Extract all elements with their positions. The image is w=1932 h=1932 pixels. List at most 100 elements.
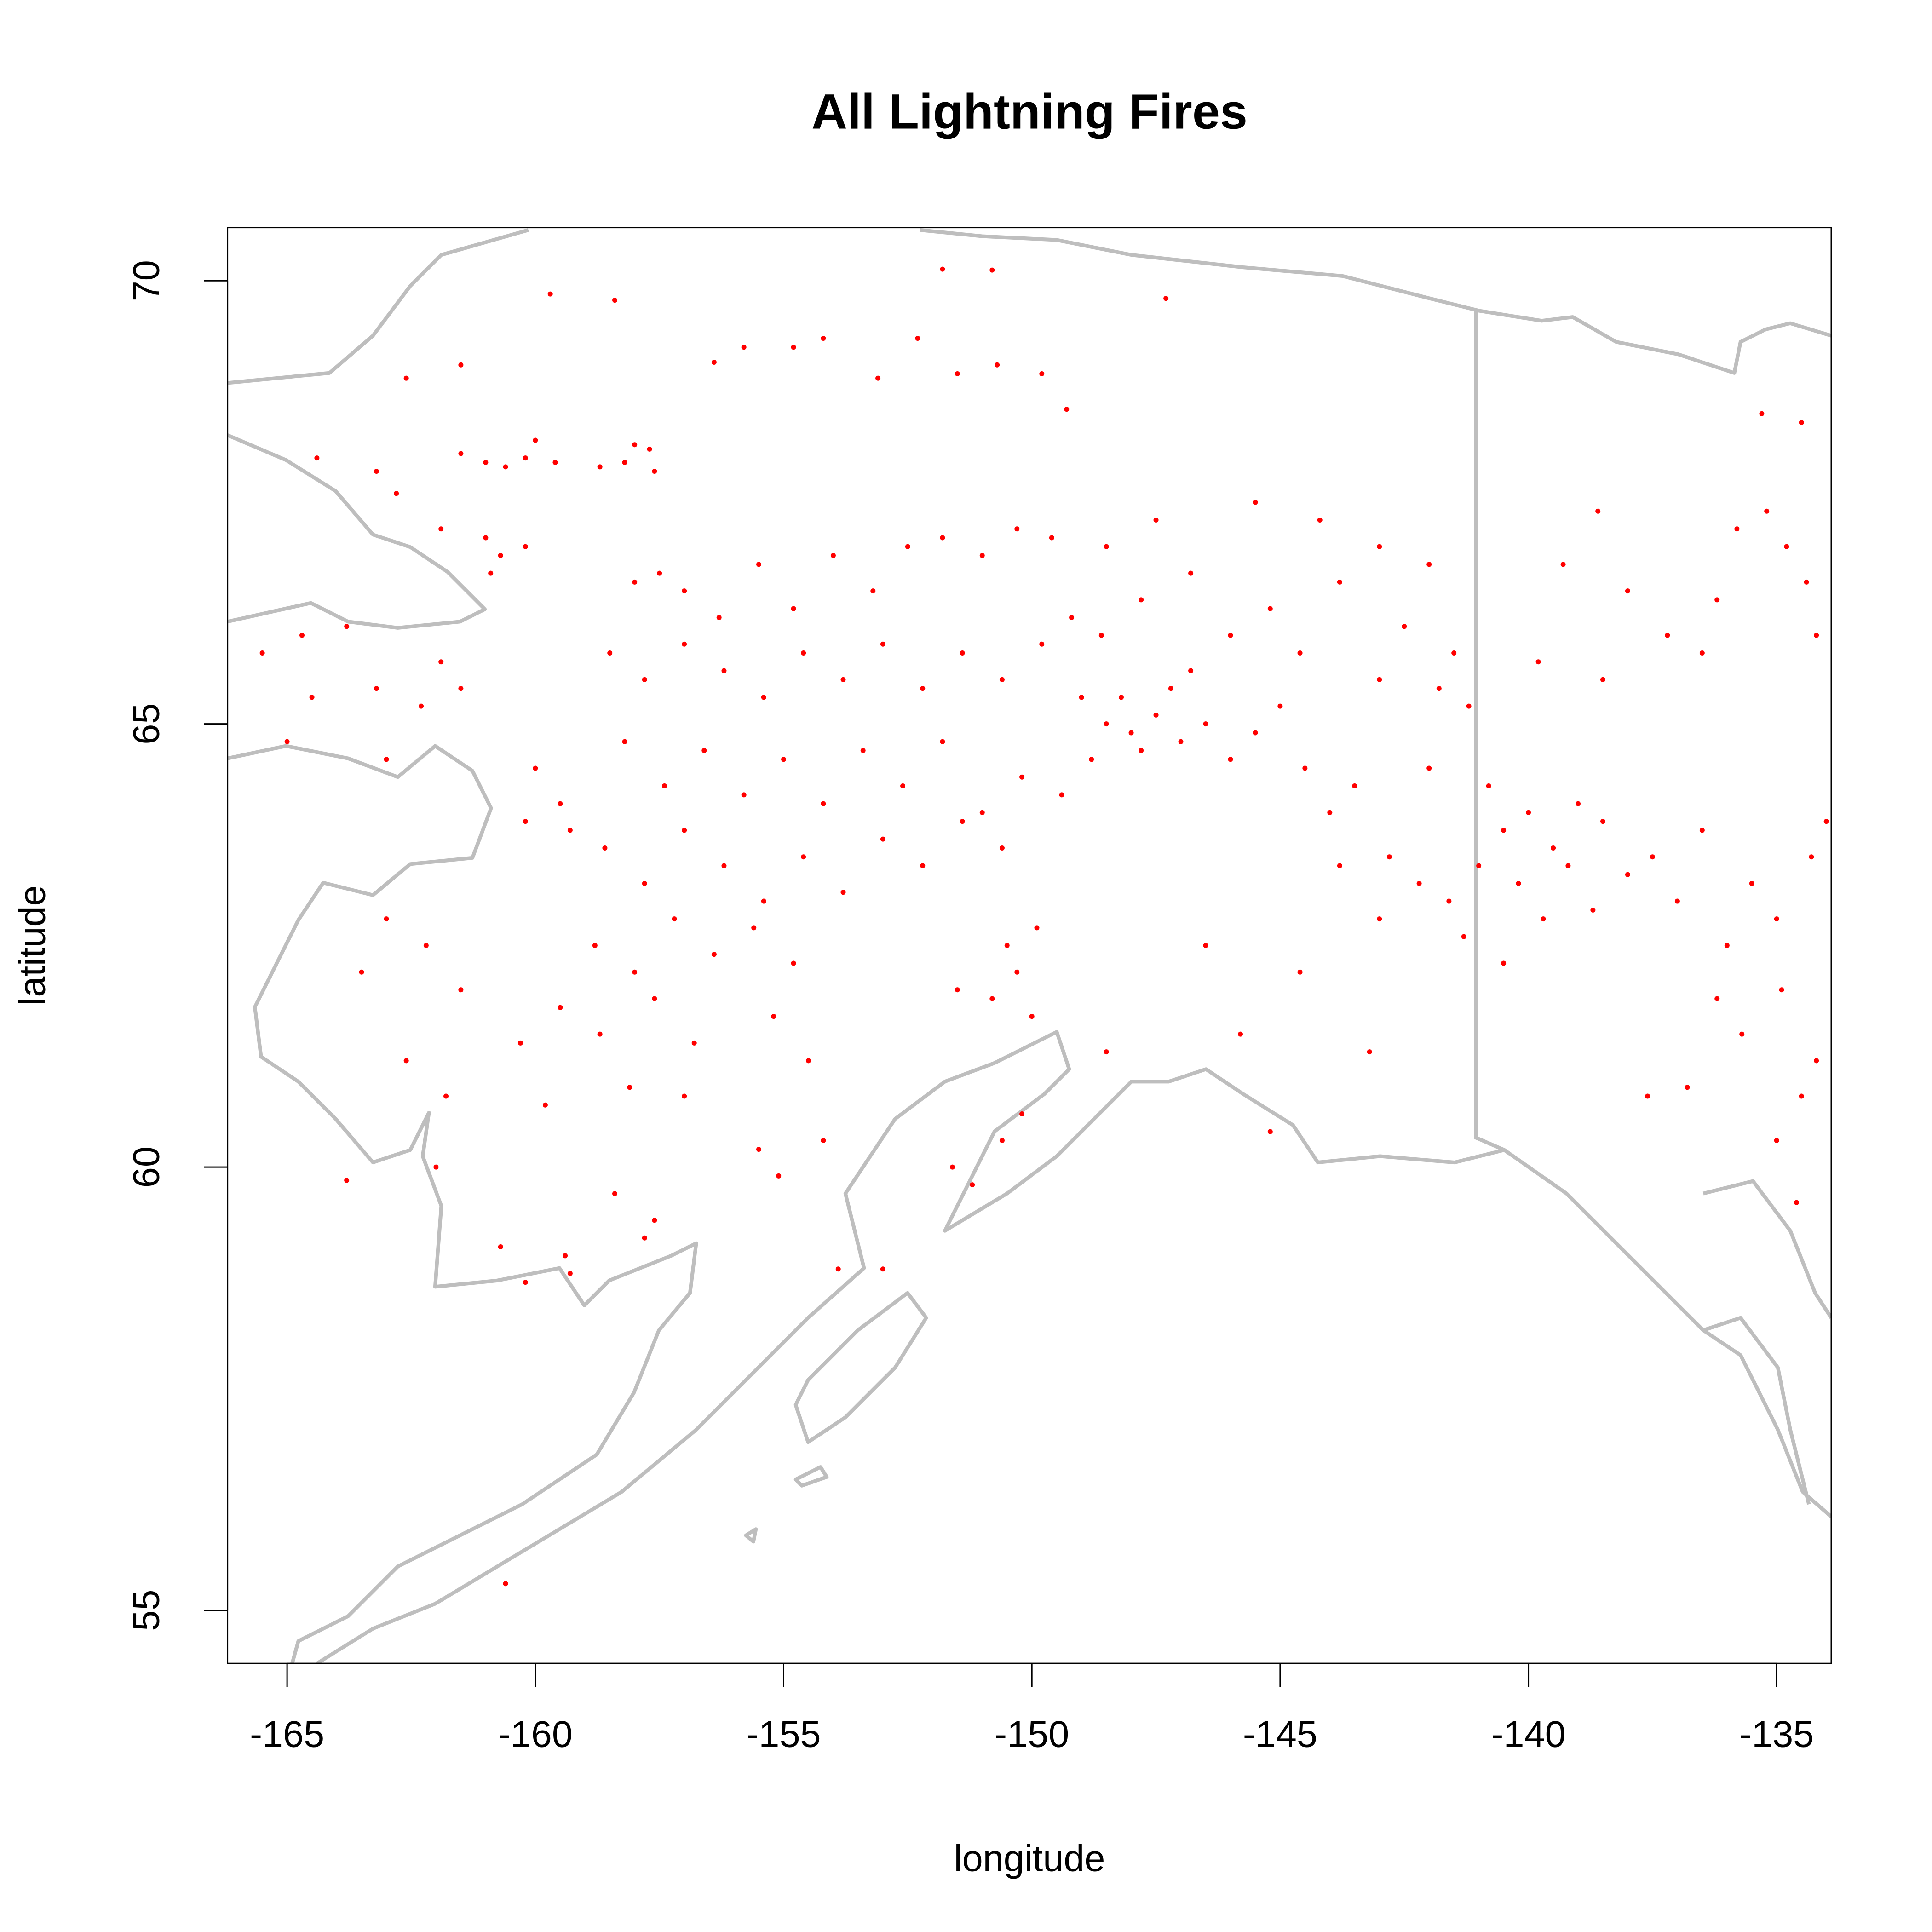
fire-point (1535, 659, 1541, 665)
fire-point (314, 455, 320, 461)
fire-point (622, 460, 627, 465)
fire-point (374, 686, 379, 691)
fire-point (1436, 686, 1442, 691)
fire-point (1168, 686, 1173, 691)
fire-point (791, 606, 796, 611)
fire-point (1163, 296, 1169, 301)
chart-title: All Lightning Fires (811, 84, 1248, 139)
fire-point (979, 810, 985, 815)
fire-point (523, 544, 528, 549)
fire-point (612, 1191, 618, 1196)
fire-point (960, 819, 965, 824)
plot-frame (227, 227, 1832, 1664)
fire-point (1526, 810, 1531, 815)
fire-point (835, 1266, 841, 1272)
fire-point (821, 1138, 826, 1143)
fire-point (1029, 1014, 1035, 1019)
fire-point (1059, 792, 1064, 798)
fire-point (1759, 411, 1765, 416)
fire-point (1014, 969, 1020, 975)
fire-point (840, 890, 846, 895)
fire-point (344, 1178, 350, 1183)
fire-point (652, 1218, 657, 1223)
fire-point (661, 783, 667, 789)
fire-point (1253, 730, 1258, 736)
fire-point (1699, 650, 1705, 656)
fire-point (309, 695, 315, 700)
fire-point (1809, 854, 1814, 860)
fire-point (1138, 597, 1144, 603)
x-tick-label: -160 (498, 1714, 573, 1755)
fire-point (682, 641, 687, 647)
fire-point (438, 526, 444, 532)
fire-point (423, 943, 429, 948)
fire-point (1426, 562, 1432, 567)
fire-point (1595, 508, 1601, 514)
fire-point (1685, 1085, 1690, 1090)
fire-point (1337, 863, 1342, 868)
fire-point (1650, 854, 1655, 860)
fire-point (1188, 570, 1194, 576)
fire-point (949, 1164, 955, 1170)
fire-point (1576, 801, 1581, 806)
fire-point (1600, 677, 1605, 682)
fire-point (989, 996, 995, 1001)
fire-point (567, 828, 573, 833)
fire-point (567, 1271, 573, 1276)
fire-point (860, 748, 866, 753)
fire-point (1645, 1093, 1650, 1099)
fire-point (1337, 579, 1342, 585)
fire-point (1451, 650, 1457, 656)
fire-point (1426, 765, 1432, 771)
fire-point (1367, 1049, 1372, 1055)
fire-point (761, 898, 766, 904)
fire-point (498, 1244, 503, 1250)
fire-point (771, 1014, 776, 1019)
fire-point (1104, 721, 1109, 727)
fire-point (880, 641, 886, 647)
fire-point (1302, 765, 1308, 771)
fire-point (1014, 526, 1020, 532)
fire-point (533, 437, 538, 443)
fire-point (1749, 881, 1754, 886)
fire-point (592, 943, 598, 948)
fire-point (1714, 597, 1720, 603)
fire-point (711, 952, 717, 957)
fire-point (1600, 819, 1605, 824)
fire-point (1128, 730, 1134, 736)
fire-point (905, 544, 910, 549)
fire-point (682, 1093, 687, 1099)
fire-point (488, 570, 494, 576)
fire-point (607, 650, 613, 656)
fire-point (716, 615, 722, 620)
fire-point (1267, 1129, 1273, 1134)
fire-point (1138, 748, 1144, 753)
coastline (227, 228, 1832, 1664)
fire-point (1551, 845, 1556, 851)
fire-point (1039, 641, 1045, 647)
fire-point (647, 446, 652, 452)
fire-point (344, 624, 350, 629)
fire-point (915, 335, 920, 341)
fire-point (989, 267, 995, 273)
fire-point (1486, 783, 1491, 789)
fire-point (721, 863, 727, 868)
fire-point (1784, 544, 1789, 549)
fire-point (801, 650, 806, 656)
fire-point (1297, 969, 1303, 975)
fire-point (999, 845, 1005, 851)
fire-point (627, 1085, 632, 1090)
fire-point (1098, 632, 1104, 638)
fire-point (672, 916, 677, 922)
fire-point (558, 801, 563, 806)
fire-point (523, 455, 528, 461)
y-axis-label: latitude (12, 885, 53, 1005)
fire-point (1724, 943, 1730, 948)
fire-point (1019, 774, 1025, 780)
fire-point (1446, 898, 1452, 904)
fire-point (741, 792, 747, 798)
fire-point (1466, 703, 1472, 709)
fire-point (1267, 606, 1273, 611)
fire-point (602, 845, 608, 851)
fire-point (1069, 615, 1075, 620)
